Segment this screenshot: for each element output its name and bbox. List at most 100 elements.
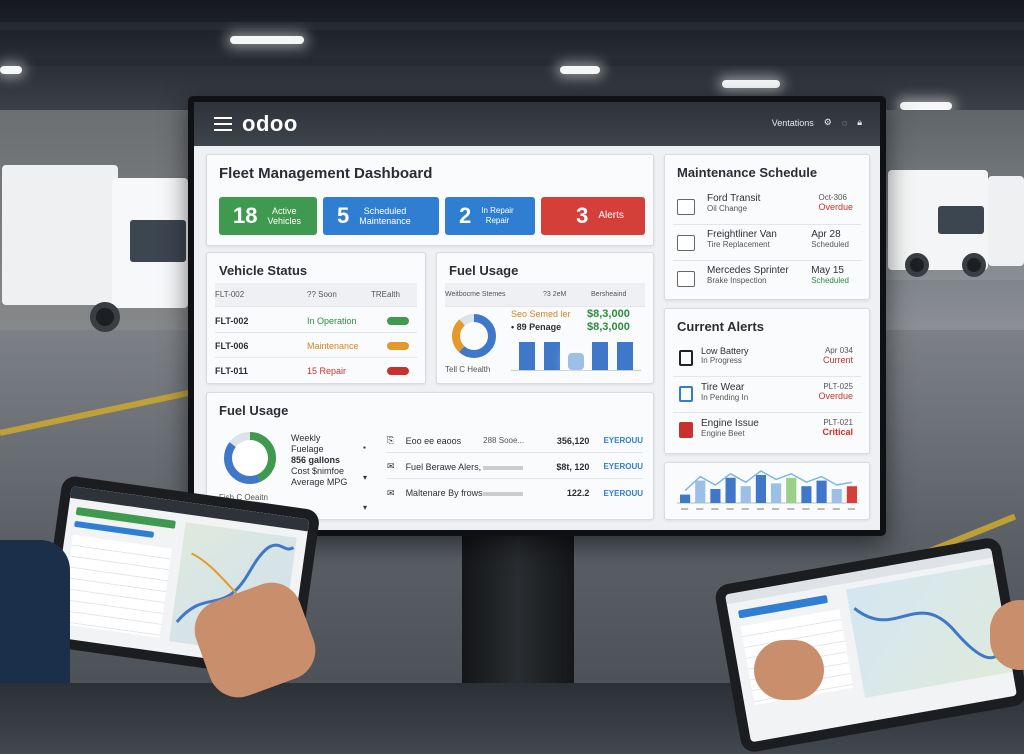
- list-item[interactable]: Low Battery In Progress Apr 034 Current: [673, 341, 861, 377]
- fuel-usage-title: Fuel Usage: [449, 263, 519, 278]
- maintenance-status: Scheduled: [811, 276, 849, 285]
- vehicle-icon: [677, 199, 695, 215]
- status-pill: [387, 317, 409, 325]
- chart-bar: [801, 486, 812, 503]
- vehicle-status-header: FLT-002 ?? Soon TREalth: [215, 283, 417, 307]
- kpi-in-repair[interactable]: 2 In Repair Repair: [445, 197, 535, 235]
- chart-tick: [741, 508, 749, 510]
- vehicle-status: In Operation: [307, 315, 357, 326]
- alert-sub: In Pending In: [701, 393, 749, 402]
- vehicle-status: 15 Repair: [307, 366, 347, 376]
- chart-bar: [771, 483, 782, 503]
- row-badge: EYEROUU: [603, 462, 643, 471]
- menu-icon[interactable]: [214, 117, 232, 131]
- chart-bar: [831, 489, 842, 503]
- summary-line: Average MPG: [291, 477, 348, 487]
- chart-bar: [816, 480, 827, 503]
- dashboard-screen: odoo Ventations ⚙ ◌ 🔒︎ Fleet Management …: [194, 102, 880, 530]
- list-item[interactable]: Tire Wear In Pending In PLT-025 Overdue: [673, 377, 861, 413]
- chart-bar: [740, 486, 751, 503]
- fuel-usage-card-large: Fuel Usage Fish C Oeaitn Weekly Fuelage …: [206, 392, 654, 520]
- donut-caption: Tell C Health: [445, 365, 491, 374]
- kpi-label: In Repair: [481, 206, 514, 215]
- monitor: odoo Ventations ⚙ ◌ 🔒︎ Fleet Management …: [188, 96, 886, 536]
- truck-right-2: [988, 176, 1024, 266]
- top-navbar: odoo Ventations ⚙ ◌ 🔒︎: [194, 102, 880, 146]
- chart-tick: [802, 508, 810, 510]
- column-header: ?3 2eM: [543, 291, 567, 298]
- maintenance-task: Tire Replacement: [707, 240, 770, 249]
- column-header: ?? Soon: [307, 290, 337, 299]
- vehicle-status-card: Vehicle Status FLT-002 ?? Soon TREalth F…: [206, 252, 426, 384]
- list-item[interactable]: Ford Transit Oil Change Oct-306 Overdue: [673, 189, 861, 225]
- alert-sub: In Progress: [701, 356, 742, 365]
- top-right-label[interactable]: Ventations: [771, 117, 814, 128]
- kpi-label: Active: [271, 206, 297, 216]
- chart-tick: [696, 508, 704, 510]
- alert-status: Overdue: [818, 391, 853, 401]
- vehicle-status-title: Vehicle Status: [219, 263, 308, 278]
- map-view[interactable]: [845, 563, 1013, 698]
- status-pill: [387, 342, 409, 350]
- maintenance-vehicle: Mercedes Sprinter: [707, 265, 789, 276]
- kpi-label: Vehicles: [267, 216, 302, 226]
- maintenance-task: Brake Inspection: [707, 276, 767, 285]
- table-row[interactable]: ✉ Maltenare By frows 122.2 EYEROUU: [387, 481, 643, 505]
- fuel-line2-value: $8,3,000: [587, 321, 630, 333]
- settings-icon[interactable]: ⚙: [823, 117, 832, 127]
- table-row[interactable]: FLT-011 15 Repair: [215, 359, 417, 383]
- fuel-usage-card-small: Fuel Usage Weitbocme Stemes ?3 2eM Bersh…: [436, 252, 654, 384]
- row-placeholder: [483, 462, 537, 472]
- alert-name: Low Battery: [701, 346, 749, 356]
- fuel-usage-donut: [224, 432, 276, 484]
- fuel-bar: [519, 342, 536, 370]
- chart-bar: [680, 494, 691, 503]
- row-label: Fuel Berawe Alers,: [405, 461, 482, 472]
- summary-line: Fuelage: [291, 444, 324, 454]
- chat-icon[interactable]: ◌: [841, 117, 848, 128]
- list-item[interactable]: Freightliner Van Tire Replacement Apr 28 S…: [673, 225, 861, 261]
- hand-right: [754, 640, 824, 700]
- kpi-label: Scheduled: [363, 206, 407, 216]
- vehicle-icon: [677, 271, 695, 287]
- dashboard-header-card: Fleet Management Dashboard 18 Active Vehi…: [206, 154, 654, 246]
- fuel-bar: [616, 342, 633, 370]
- maintenance-status: Scheduled: [811, 240, 849, 249]
- fuel-bar: [568, 353, 584, 370]
- list-item[interactable]: Engine Issue Engine Beet PLT-021 Critical: [673, 413, 861, 449]
- summary-line: 856 gallons: [291, 455, 341, 465]
- mail-icon: ⎘: [387, 435, 395, 445]
- row-label: Maltenare By frows: [405, 488, 483, 498]
- table-row[interactable]: FLT-002 In Operation: [215, 309, 417, 333]
- kpi-active-vehicles[interactable]: 18 Active Vehicles: [219, 197, 317, 235]
- mail-icon: ✉: [387, 487, 395, 498]
- column-header: TREalth: [371, 290, 400, 299]
- alert-status: Current: [822, 355, 853, 365]
- vehicle-id: FLT-011: [215, 366, 248, 376]
- table-row[interactable]: ✉ Fuel Berawe Alers, $8t, 120 EYEROUU: [387, 455, 643, 479]
- row-value: 122.2: [566, 488, 590, 498]
- kpi-scheduled-maintenance[interactable]: 5 Scheduled Maintenance: [323, 197, 439, 235]
- kpi-value: 5: [337, 203, 350, 228]
- table-row[interactable]: ⎘ Eoo ee eaoos 288 Sooe... 356,120 EYERO…: [387, 429, 643, 453]
- maintenance-status: Overdue: [818, 202, 853, 212]
- page-title: Fleet Management Dashboard: [219, 165, 433, 182]
- app-logo[interactable]: odoo: [242, 111, 298, 136]
- fuel-usage-header: Weitbocme Stemes ?3 2eM Bersheaind: [445, 283, 645, 307]
- kpi-label: Alerts: [598, 210, 624, 221]
- maintenance-date: Oct-306: [818, 193, 847, 202]
- maintenance-date: May 15: [811, 265, 844, 276]
- battery-icon: [679, 350, 693, 366]
- fuel-mini-bar-chart: [511, 337, 641, 371]
- table-row[interactable]: FLT-006 Maintenance: [215, 334, 417, 358]
- kpi-alerts[interactable]: 3 Alerts: [541, 197, 645, 235]
- chart-tick: [726, 508, 734, 510]
- truck-wheel: [905, 253, 929, 277]
- current-alerts-card: Current Alerts Low Battery In Progress Ap…: [664, 308, 870, 454]
- alert-ref: PLT-021: [823, 418, 853, 427]
- lock-icon[interactable]: 🔒︎: [857, 117, 862, 127]
- list-item[interactable]: Mercedes Sprinter Brake Inspection May 15…: [673, 261, 861, 297]
- vehicle-icon: [677, 235, 695, 251]
- hand-right-2: [990, 600, 1024, 670]
- truck-wheel: [90, 302, 120, 332]
